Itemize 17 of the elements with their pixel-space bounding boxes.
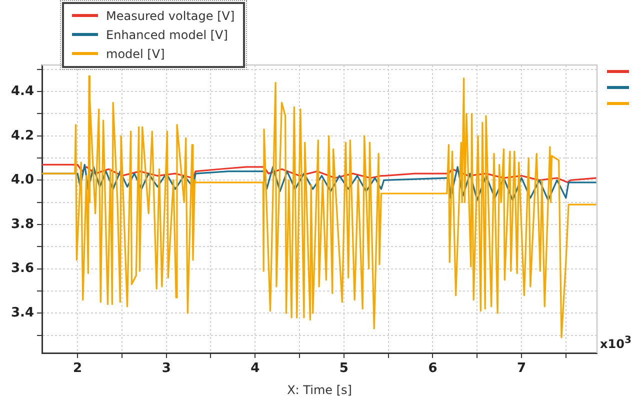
y-tick-label: 4.0 xyxy=(11,172,34,188)
y-tick-label: 3.8 xyxy=(11,216,34,232)
x-tick-label: 4 xyxy=(250,361,260,376)
y-tick-label: 4.2 xyxy=(11,128,34,144)
y-tick-label: 3.4 xyxy=(11,306,34,320)
x-tick-label: 3 xyxy=(162,361,171,376)
legend-label: Measured voltage [V] xyxy=(106,8,235,22)
x-axis-title: X: Time [s] xyxy=(287,382,352,397)
y-tick-label: 3.6 xyxy=(11,261,34,276)
x-tick-label: 7 xyxy=(517,361,526,376)
text: x10$^{3}$ xyxy=(600,335,632,351)
x-tick-label: 2 xyxy=(73,361,82,376)
x-tick-label: 5 xyxy=(339,361,348,376)
legend-label: Enhanced model [V] xyxy=(106,28,228,42)
y-tick-label: 4.4 xyxy=(11,84,34,99)
legend-label: model [V] xyxy=(106,46,165,60)
x-tick-label: 6 xyxy=(428,361,438,376)
